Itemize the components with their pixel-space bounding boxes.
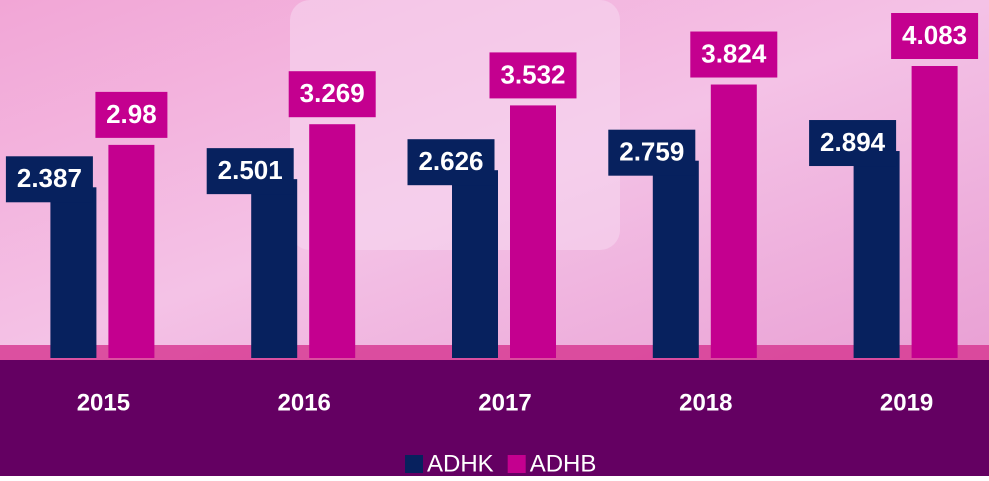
bar: [653, 161, 699, 358]
bar: [912, 66, 958, 358]
bar: [510, 105, 556, 358]
x-tick-label: 2017: [478, 389, 531, 416]
value-label: 2.98: [106, 99, 157, 129]
legend-swatch: [508, 455, 526, 473]
value-label: 2.626: [418, 146, 483, 176]
value-label: 2.894: [820, 127, 886, 157]
value-label: 2.501: [218, 155, 283, 185]
chart: 2.387 2.501 2.626 2.759 2.894 2.98 3.269 3.532 3…: [0, 0, 989, 476]
value-label: 2.387: [17, 163, 82, 193]
legend-label: ADHK: [427, 450, 494, 476]
value-label: 3.824: [701, 38, 767, 68]
x-tick-label: 2015: [77, 389, 130, 416]
footer-band: [0, 360, 989, 476]
bar: [711, 85, 757, 358]
value-label: 2.759: [619, 137, 684, 167]
value-label: 3.532: [500, 59, 565, 89]
bar: [108, 145, 154, 358]
value-label: 3.269: [300, 78, 365, 108]
bar: [251, 179, 297, 358]
bar: [309, 124, 355, 358]
legend-label: ADHB: [530, 450, 597, 476]
value-label: 4.083: [902, 20, 967, 50]
x-tick-label: 2016: [278, 389, 331, 416]
legend-swatch: [405, 455, 423, 473]
x-tick-label: 2018: [679, 389, 732, 416]
bar: [452, 170, 498, 358]
x-tick-label: 2019: [880, 389, 933, 416]
bar: [50, 187, 96, 358]
bar: [854, 151, 900, 358]
